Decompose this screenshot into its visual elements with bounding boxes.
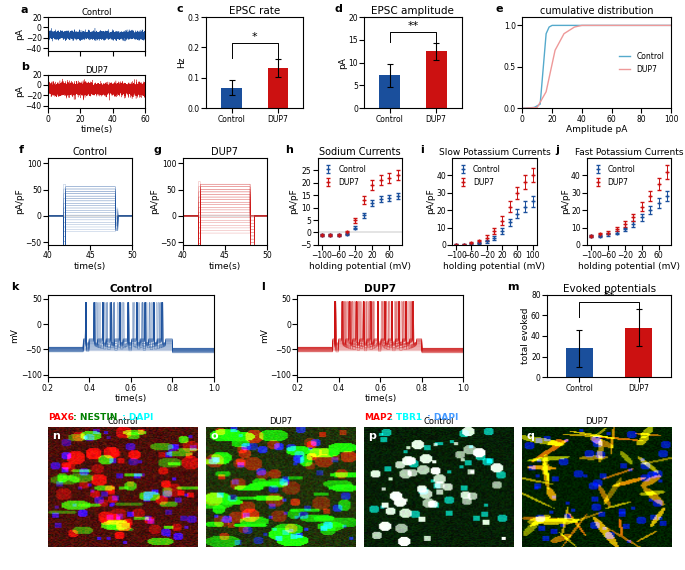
DUP7 <box>533 104 541 111</box>
Title: Fast Potassium Currents: Fast Potassium Currents <box>575 148 684 157</box>
Title: EPSC rate: EPSC rate <box>229 6 280 17</box>
Text: : DAPI: : DAPI <box>119 413 153 422</box>
Text: m: m <box>507 282 519 291</box>
Control <box>667 22 675 29</box>
Control <box>542 30 550 37</box>
Text: : DAPI: : DAPI <box>425 413 459 422</box>
DUP7 <box>542 88 550 95</box>
Title: Sodium Currents: Sodium Currents <box>319 147 401 157</box>
Title: Control: Control <box>82 8 112 17</box>
X-axis label: time(s): time(s) <box>81 125 113 134</box>
Text: b: b <box>21 63 29 72</box>
Legend: Control, DUP7: Control, DUP7 <box>456 162 504 190</box>
Y-axis label: pA/pF: pA/pF <box>15 189 24 214</box>
Title: Control: Control <box>109 284 153 294</box>
DUP7 <box>577 22 586 29</box>
DUP7 <box>518 105 526 112</box>
Y-axis label: pA/pF: pA/pF <box>426 189 435 214</box>
Y-axis label: mV: mV <box>260 328 269 343</box>
Title: Control: Control <box>73 147 108 157</box>
Text: n: n <box>53 430 60 441</box>
Title: cumulative distribution: cumulative distribution <box>540 6 653 17</box>
Bar <box>566 348 593 377</box>
Text: a: a <box>21 5 28 15</box>
Legend: Control, DUP7: Control, DUP7 <box>616 48 667 76</box>
Title: DUP7: DUP7 <box>85 66 108 75</box>
Control <box>530 104 538 111</box>
Bar <box>625 328 652 377</box>
Y-axis label: pA/pF: pA/pF <box>561 189 570 214</box>
Y-axis label: pA: pA <box>338 57 347 68</box>
Y-axis label: pA: pA <box>15 86 24 97</box>
X-axis label: time(s): time(s) <box>74 262 106 271</box>
Title: DUP7: DUP7 <box>269 417 292 426</box>
Text: **: ** <box>603 291 614 301</box>
Y-axis label: mV: mV <box>10 328 19 343</box>
Text: d: d <box>335 3 342 14</box>
Text: i: i <box>421 145 424 154</box>
Text: o: o <box>210 430 218 441</box>
Y-axis label: pA/pF: pA/pF <box>150 189 159 214</box>
X-axis label: time(s): time(s) <box>209 262 241 271</box>
Text: p: p <box>369 430 377 441</box>
Y-axis label: total evoked: total evoked <box>521 308 530 364</box>
Control <box>536 101 545 108</box>
Text: **: ** <box>408 21 419 31</box>
Y-axis label: pA/pF: pA/pF <box>290 189 299 214</box>
Legend: Control, DUP7: Control, DUP7 <box>321 162 369 190</box>
Title: DUP7: DUP7 <box>585 417 608 426</box>
Text: k: k <box>12 282 18 291</box>
Bar <box>221 88 242 108</box>
Text: q: q <box>527 430 534 441</box>
Control <box>548 22 556 29</box>
Line: Control: Control <box>522 26 671 108</box>
DUP7 <box>571 23 579 30</box>
Text: PAX6: PAX6 <box>48 413 74 422</box>
Bar <box>425 51 447 108</box>
X-axis label: time(s): time(s) <box>364 394 397 403</box>
X-axis label: time(s): time(s) <box>115 394 147 403</box>
DUP7 <box>560 30 568 37</box>
Text: e: e <box>495 3 503 14</box>
Text: j: j <box>555 145 559 154</box>
Title: Control: Control <box>423 417 454 426</box>
Text: g: g <box>153 145 161 154</box>
X-axis label: holding potential (mV): holding potential (mV) <box>443 262 545 271</box>
X-axis label: Amplitude pA: Amplitude pA <box>566 125 627 134</box>
Line: DUP7: DUP7 <box>522 26 671 108</box>
DUP7 <box>667 22 675 29</box>
Title: DUP7: DUP7 <box>364 284 397 294</box>
Y-axis label: Hz: Hz <box>177 57 186 68</box>
Text: : NESTIN: : NESTIN <box>70 413 117 422</box>
Title: Slow Potassium Currents: Slow Potassium Currents <box>438 148 550 157</box>
Control <box>556 22 564 29</box>
DUP7 <box>551 47 559 54</box>
Title: EPSC amplitude: EPSC amplitude <box>371 6 454 17</box>
Title: DUP7: DUP7 <box>212 147 238 157</box>
Text: *: * <box>252 32 258 42</box>
Control <box>518 105 526 112</box>
Control <box>545 23 553 30</box>
Text: f: f <box>18 145 23 154</box>
Title: Control: Control <box>108 417 138 426</box>
Text: c: c <box>177 3 184 14</box>
Bar <box>268 68 288 108</box>
X-axis label: holding potential (mV): holding potential (mV) <box>309 262 410 271</box>
Text: : TBR1: : TBR1 <box>386 413 422 422</box>
Y-axis label: pA: pA <box>15 28 24 40</box>
Text: h: h <box>286 145 293 154</box>
Bar <box>379 75 400 108</box>
Text: MAP2: MAP2 <box>364 413 393 422</box>
Legend: Control, DUP7: Control, DUP7 <box>591 162 638 190</box>
X-axis label: holding potential (mV): holding potential (mV) <box>578 262 680 271</box>
Title: Evoked potentials: Evoked potentials <box>562 284 656 294</box>
Text: l: l <box>261 282 264 291</box>
